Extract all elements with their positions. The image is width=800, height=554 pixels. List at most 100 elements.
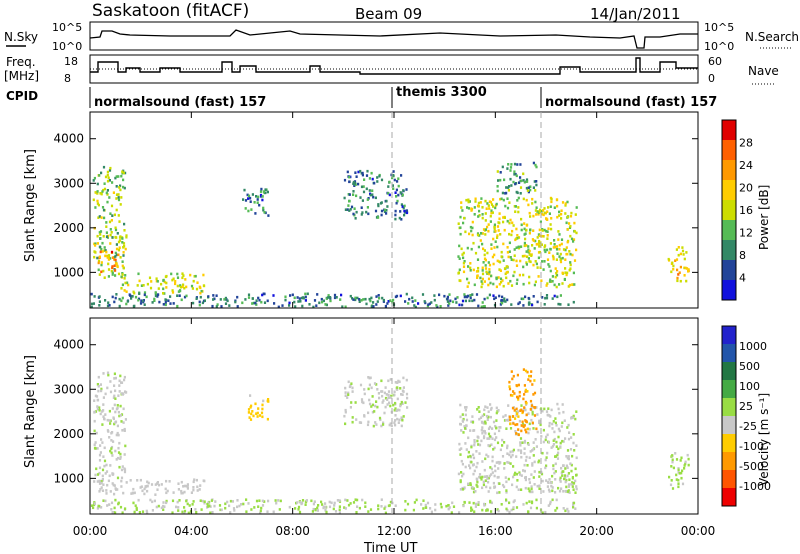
echo-cell: [564, 271, 567, 274]
echo-cell: [176, 272, 179, 276]
echo-cell: [388, 401, 391, 405]
echo-cell: [118, 379, 121, 383]
echo-cell: [201, 301, 204, 305]
echo-cell: [93, 399, 96, 402]
echo-cell: [573, 259, 577, 262]
echo-cell: [123, 429, 126, 432]
power-colorbar-label: Power [dB]: [757, 185, 771, 250]
echo-cell: [338, 505, 341, 508]
echo-cell: [273, 302, 276, 305]
echo-cell: [520, 217, 523, 221]
echo-cell: [180, 491, 183, 495]
echo-cell: [670, 270, 673, 274]
echo-cell: [244, 298, 247, 301]
echo-cell: [106, 193, 109, 196]
echo-cell: [385, 393, 388, 396]
echo-cell: [517, 383, 520, 387]
echo-cell: [468, 232, 471, 236]
echo-cell: [485, 414, 489, 418]
echo-cell: [514, 172, 517, 176]
echo-cell: [525, 261, 528, 264]
echo-cell: [517, 428, 520, 431]
echo-cell: [491, 437, 494, 440]
echo-cell: [556, 457, 560, 460]
echo-cell: [499, 233, 502, 236]
echo-cell: [566, 456, 569, 460]
echo-cell: [499, 448, 502, 452]
echo-cell: [544, 466, 547, 470]
echo-cell: [168, 480, 171, 483]
echo-cell: [288, 304, 291, 307]
echo-cell: [102, 269, 105, 273]
echo-cell: [347, 503, 351, 507]
echo-cell: [186, 483, 189, 486]
echo-cell: [106, 304, 110, 308]
echo-cell: [490, 203, 494, 206]
power-echo-field: [90, 161, 690, 309]
echo-cell: [488, 272, 491, 276]
echo-cell: [372, 305, 375, 308]
echo-cell: [501, 165, 504, 169]
echo-cell: [523, 441, 526, 444]
echo-cell: [556, 215, 559, 219]
echo-cell: [545, 296, 549, 300]
echo-cell: [216, 303, 219, 306]
echo-cell: [475, 483, 478, 487]
echo-cell: [484, 405, 487, 408]
echo-cell: [107, 254, 111, 257]
echo-cell: [674, 259, 677, 262]
echo-cell: [367, 510, 370, 513]
echo-cell: [536, 430, 539, 434]
echo-cell: [146, 282, 149, 286]
echo-cell: [509, 218, 512, 222]
echo-cell: [514, 471, 517, 475]
echo-cell: [141, 489, 144, 493]
echo-cell: [677, 467, 680, 470]
echo-cell: [300, 296, 304, 300]
echo-cell: [450, 511, 453, 514]
echo-cell: [516, 410, 520, 413]
echo-cell: [574, 491, 577, 494]
echo-cell: [451, 300, 455, 304]
echo-cell: [120, 476, 124, 480]
echo-cell: [511, 221, 514, 225]
echo-cell: [671, 458, 674, 462]
echo-cell: [471, 299, 474, 303]
echo-cell: [558, 247, 561, 251]
echo-cell: [683, 464, 686, 467]
echo-cell: [529, 260, 532, 264]
echo-cell: [185, 285, 188, 289]
echo-cell: [477, 406, 480, 409]
echo-cell: [98, 295, 101, 298]
echo-cell: [118, 414, 121, 418]
echo-cell: [538, 245, 541, 248]
echo-cell: [182, 274, 185, 277]
echo-cell: [526, 255, 529, 258]
y-tick-label: 3000: [53, 382, 84, 396]
echo-cell: [261, 415, 264, 419]
echo-cell: [478, 473, 482, 476]
echo-cell: [117, 175, 120, 178]
echo-cell: [163, 292, 166, 295]
echo-cell: [145, 295, 148, 299]
echo-cell: [107, 301, 110, 304]
echo-cell: [370, 305, 373, 308]
echo-cell: [348, 199, 351, 203]
echo-cell: [124, 171, 127, 175]
echo-cell: [512, 274, 515, 278]
echo-cell: [524, 486, 527, 490]
echo-cell: [517, 488, 520, 491]
echo-cell: [387, 300, 390, 303]
echo-cell: [559, 480, 562, 483]
echo-cell: [520, 404, 523, 407]
echo-cell: [470, 247, 473, 251]
echo-cell: [459, 403, 462, 407]
echo-cell: [490, 243, 493, 246]
echo-cell: [98, 406, 101, 409]
echo-cell: [516, 234, 519, 237]
echo-cell: [477, 443, 480, 446]
echo-cell: [440, 505, 443, 509]
echo-cell: [465, 448, 468, 451]
echo-cell: [259, 193, 263, 197]
echo-cell: [186, 485, 189, 488]
